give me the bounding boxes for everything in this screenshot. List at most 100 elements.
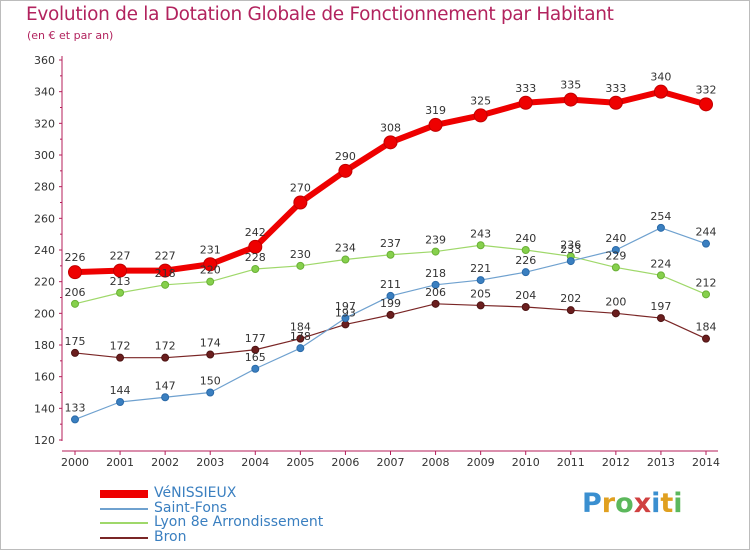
data-label-lyon-8e-2001: 213	[110, 275, 131, 288]
x-tick-label-2006: 2006	[331, 456, 359, 469]
data-label-saint-fons-2002: 147	[155, 379, 176, 392]
legend-label-venissieux: VéNISSIEUX	[154, 485, 237, 501]
point-bron-2012	[611, 309, 620, 318]
y-tick-label-140: 140	[34, 402, 55, 415]
point-lyon-8e-2013	[656, 271, 665, 280]
x-tick-label-2013: 2013	[647, 456, 675, 469]
x-tick-label-2003: 2003	[196, 456, 224, 469]
point-saint-fons-2008	[431, 280, 440, 289]
data-label-venissieux-2013: 340	[650, 71, 671, 84]
point-bron-2001	[116, 353, 125, 362]
data-label-lyon-8e-2003: 220	[200, 264, 221, 277]
data-label-saint-fons-2013: 254	[650, 210, 671, 223]
logo-letter-5: t	[660, 488, 674, 519]
data-label-lyon-8e-2000: 206	[65, 286, 86, 299]
point-bron-2000	[71, 348, 79, 357]
data-label-lyon-8e-2008: 239	[425, 234, 446, 247]
y-tick-label-160: 160	[34, 371, 55, 384]
point-venissieux-2011	[563, 92, 578, 107]
data-label-saint-fons-2006: 197	[335, 300, 356, 313]
y-tick-label-220: 220	[34, 276, 55, 289]
point-lyon-8e-2009	[476, 241, 485, 250]
point-bron-2011	[566, 306, 575, 315]
y-tick-label-180: 180	[34, 339, 55, 352]
data-label-lyon-8e-2009: 243	[470, 227, 491, 240]
x-tick-label-2014: 2014	[692, 456, 720, 469]
point-venissieux-2000	[68, 265, 82, 280]
data-label-saint-fons-2008: 218	[425, 267, 446, 280]
data-label-saint-fons-2011: 233	[560, 243, 581, 256]
legend-swatch-lyon-8e	[100, 522, 148, 524]
data-label-bron-2010: 204	[515, 289, 536, 302]
data-label-venissieux-2002: 227	[155, 250, 176, 263]
x-tick-label-2004: 2004	[241, 456, 269, 469]
point-venissieux-2008	[428, 117, 443, 132]
point-lyon-8e-2014	[702, 290, 710, 299]
point-venissieux-2014	[699, 97, 713, 112]
y-tick-label-340: 340	[34, 86, 55, 99]
point-lyon-8e-2007	[386, 250, 395, 259]
chart-subtitle: (en € et par an)	[27, 29, 114, 42]
chart-title: Evolution de la Dotation Globale de Fonc…	[26, 4, 614, 25]
data-label-lyon-8e-2013: 224	[650, 257, 671, 270]
data-label-lyon-8e-2011: 236	[560, 238, 581, 251]
data-label-bron-2014: 184	[696, 321, 717, 334]
point-venissieux-2006	[338, 163, 353, 178]
point-saint-fons-2004	[251, 364, 260, 373]
point-saint-fons-2005	[296, 344, 305, 353]
point-lyon-8e-2003	[206, 277, 215, 286]
data-label-venissieux-2003: 231	[200, 243, 221, 256]
data-label-bron-2013: 197	[650, 300, 671, 313]
proxiti-logo: Proxiti	[582, 488, 683, 519]
data-label-venissieux-2014: 332	[696, 83, 717, 96]
data-label-bron-2007: 199	[380, 297, 401, 310]
data-label-lyon-8e-2007: 237	[380, 237, 401, 250]
data-label-venissieux-2005: 270	[290, 182, 311, 195]
point-saint-fons-2010	[521, 268, 530, 277]
y-tick-label-260: 260	[34, 212, 55, 225]
data-label-venissieux-2012: 333	[605, 82, 626, 95]
point-saint-fons-2014	[702, 239, 710, 248]
point-lyon-8e-2012	[611, 263, 620, 272]
data-label-venissieux-2006: 290	[335, 150, 356, 163]
data-label-bron-2006: 193	[335, 306, 356, 319]
point-lyon-8e-2010	[521, 246, 530, 254]
point-bron-2010	[521, 303, 530, 311]
data-label-lyon-8e-2002: 218	[155, 267, 176, 280]
point-saint-fons-2002	[161, 393, 170, 402]
point-bron-2005	[296, 334, 305, 343]
legend-label-bron: Bron	[154, 529, 187, 545]
data-label-venissieux-2008: 319	[425, 104, 446, 117]
point-lyon-8e-2006	[341, 255, 350, 264]
point-venissieux-2013	[653, 84, 668, 99]
data-label-saint-fons-2014: 244	[696, 226, 717, 239]
data-label-bron-2011: 202	[560, 292, 581, 305]
logo-letter-4: i	[651, 488, 661, 519]
data-label-saint-fons-2007: 211	[380, 278, 401, 291]
point-bron-2008	[431, 299, 440, 308]
data-label-bron-2001: 172	[110, 340, 131, 353]
point-lyon-8e-2004	[251, 265, 260, 273]
point-bron-2003	[206, 350, 215, 359]
point-venissieux-2007	[383, 135, 398, 150]
point-venissieux-2010	[518, 95, 533, 110]
point-lyon-8e-2008	[431, 247, 440, 256]
point-saint-fons-2007	[386, 291, 395, 300]
legend-swatch-venissieux	[100, 490, 148, 498]
logo-letter-1: r	[601, 488, 616, 519]
x-tick-label-2010: 2010	[512, 456, 540, 469]
point-bron-2007	[386, 310, 395, 319]
y-tick-label-280: 280	[34, 181, 55, 194]
point-saint-fons-2003	[206, 388, 215, 397]
x-tick-label-2012: 2012	[602, 456, 630, 469]
data-label-saint-fons-2010: 226	[515, 254, 536, 267]
data-label-bron-2009: 205	[470, 287, 491, 300]
logo-letter-3: x	[633, 488, 652, 519]
point-bron-2002	[161, 353, 170, 362]
data-label-bron-2004: 177	[245, 332, 266, 345]
x-tick-label-2008: 2008	[422, 456, 450, 469]
legend-swatch-saint-fons	[100, 508, 148, 510]
point-venissieux-2005	[293, 195, 308, 210]
point-venissieux-2012	[608, 95, 623, 110]
